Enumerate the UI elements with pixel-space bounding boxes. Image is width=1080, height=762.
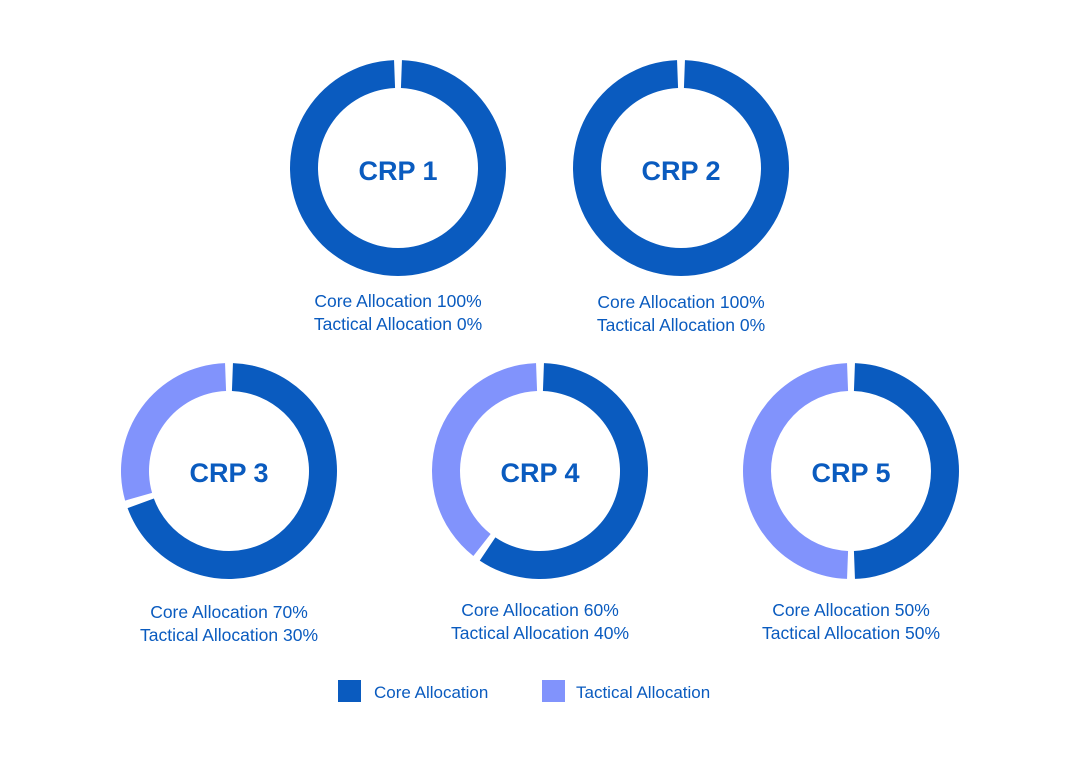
legend-swatch-core <box>338 680 361 702</box>
core-allocation-label-crp3: Core Allocation 70% <box>150 602 308 622</box>
tactical-allocation-label-crp4: Tactical Allocation 40% <box>451 623 629 643</box>
donut-chart-crp2: CRP 2 Core Allocation 100% Tactical Allo… <box>573 60 789 335</box>
core-allocation-label-crp2: Core Allocation 100% <box>597 292 764 312</box>
donut-slice-crp4-tactical <box>432 363 538 556</box>
donut-title-crp1: CRP 1 <box>358 156 437 186</box>
core-allocation-label-crp5: Core Allocation 50% <box>772 600 930 620</box>
donut-title-crp3: CRP 3 <box>189 458 268 488</box>
tactical-allocation-label-crp3: Tactical Allocation 30% <box>140 625 318 645</box>
legend-swatch-tactical <box>542 680 565 702</box>
legend-label-tactical: Tactical Allocation <box>576 683 710 702</box>
donut-slice-crp5-core <box>853 363 960 579</box>
donut-chart-crp5: CRP 5 Core Allocation 50% Tactical Alloc… <box>742 363 960 643</box>
donut-title-crp2: CRP 2 <box>641 156 720 186</box>
legend: Core Allocation Tactical Allocation <box>338 680 710 702</box>
tactical-allocation-label-crp5: Tactical Allocation 50% <box>762 623 940 643</box>
donut-arcs-crp3 <box>121 363 338 579</box>
donut-slice-crp3-tactical <box>121 363 227 501</box>
core-allocation-label-crp4: Core Allocation 60% <box>461 600 619 620</box>
donut-arcs-crp5 <box>742 363 960 579</box>
donut-slice-crp5-tactical <box>742 363 849 579</box>
tactical-allocation-label-crp1: Tactical Allocation 0% <box>314 314 482 334</box>
donut-title-crp5: CRP 5 <box>811 458 890 488</box>
donut-chart-crp3: CRP 3 Core Allocation 70% Tactical Alloc… <box>121 363 338 645</box>
donut-chart-crp4: CRP 4 Core Allocation 60% Tactical Alloc… <box>432 363 649 643</box>
donut-title-crp4: CRP 4 <box>500 458 579 488</box>
donut-arcs-crp4 <box>432 363 649 580</box>
donut-chart-crp1: CRP 1 Core Allocation 100% Tactical Allo… <box>290 60 506 334</box>
donut-slice-crp4-core <box>479 363 649 580</box>
tactical-allocation-label-crp2: Tactical Allocation 0% <box>597 315 765 335</box>
core-allocation-label-crp1: Core Allocation 100% <box>314 291 481 311</box>
legend-label-core: Core Allocation <box>374 683 488 702</box>
